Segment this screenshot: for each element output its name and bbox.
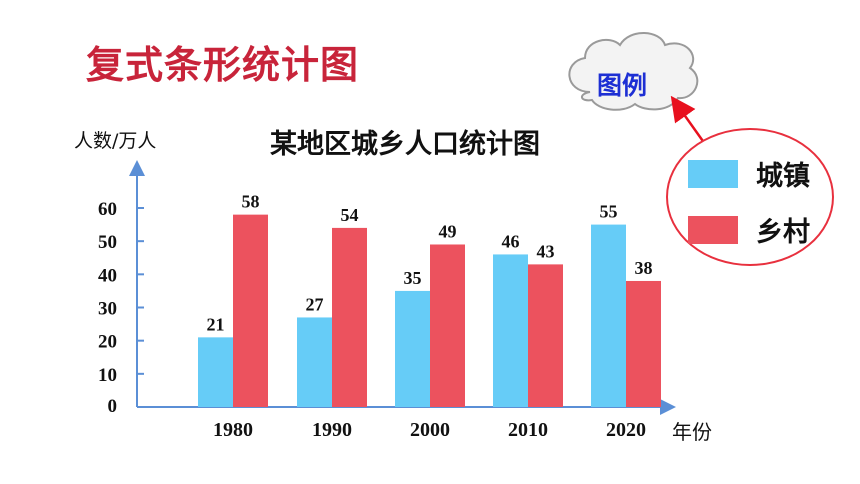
bar-urban [493,254,528,407]
bar-rural [332,227,367,407]
slide-title: 复式条形统计图 [86,43,360,87]
y-tick-label: 20 [98,332,117,353]
x-tick-label: 2010 [508,419,548,441]
y-tick-label: 10 [98,365,117,386]
bar-rural [233,214,268,407]
data-label: 21 [207,314,225,334]
bar-urban [198,337,233,407]
legend-label-rural: 乡村 [756,217,810,248]
legend-swatch-rural [688,215,738,244]
y-tick-label: 60 [98,199,117,220]
bar-rural [626,280,661,407]
y-tick-label: 30 [98,299,117,320]
y-tick-label: 50 [98,232,117,253]
chart-title: 某地区城乡人口统计图 [270,129,540,160]
legend-item-urban: 城镇 [688,154,810,193]
y-tick-label: 0 [108,396,118,417]
data-label: 35 [404,268,422,288]
legend-title: 图例 [597,71,648,100]
bar-rural [528,264,563,407]
x-tick-label: 1990 [312,419,352,441]
data-label: 49 [439,221,457,241]
x-axis-label: 年份 [672,420,712,444]
callout-arrow [670,95,707,145]
y-tick-label: 40 [98,265,117,286]
cloud-shape [568,32,699,111]
y-axis-label: 人数/万人 [74,130,157,152]
legend-swatch-urban [688,159,738,188]
bar-rural [430,244,465,407]
legend-label-urban: 城镇 [756,161,810,192]
data-label: 46 [502,231,520,251]
data-label: 55 [600,202,618,222]
data-label: 27 [306,294,324,314]
data-label: 43 [537,241,555,261]
x-tick-label: 2000 [410,419,450,441]
bar-urban [395,290,430,407]
data-label: 38 [635,258,653,278]
bar-urban [297,317,332,407]
x-tick-label: 2020 [606,419,646,441]
bar-urban [591,224,626,407]
data-label: 58 [242,192,260,212]
data-label: 54 [341,205,359,225]
x-tick-label: 1980 [213,419,253,441]
legend-item-rural: 乡村 [688,210,810,249]
